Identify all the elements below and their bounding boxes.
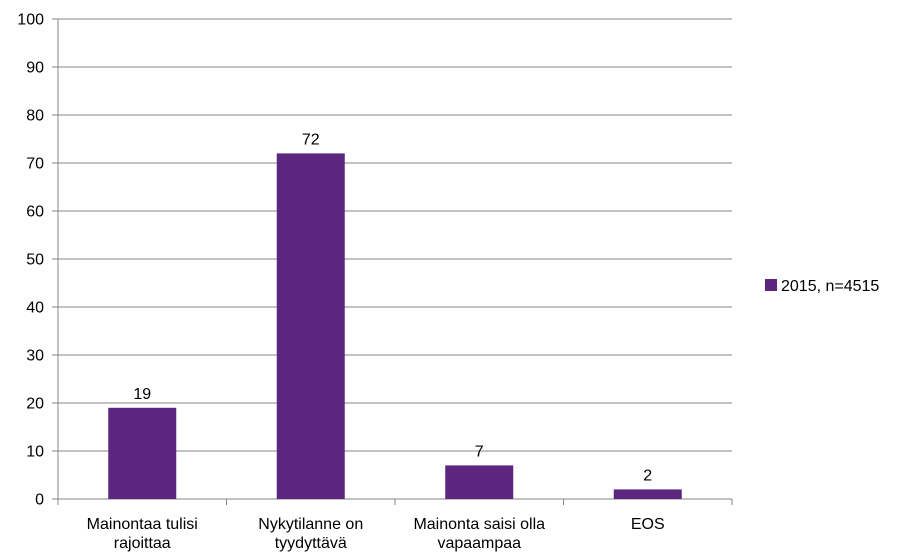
- x-category-label-line: EOS: [631, 516, 665, 533]
- bar: [108, 407, 177, 499]
- x-category-label-line: rajoittaa: [114, 535, 171, 552]
- x-category-label: Mainontaa tulisi rajoittaa: [87, 516, 198, 552]
- bar: [445, 465, 514, 499]
- y-tick-label: 0: [35, 492, 44, 509]
- bars: [108, 153, 682, 499]
- data-label: 19: [133, 386, 151, 403]
- y-tick-label: 40: [26, 300, 44, 317]
- y-tick-label: 80: [26, 108, 44, 125]
- category-labels: Mainontaa tulisi rajoittaa Nykytilanne on t…: [87, 516, 665, 552]
- legend: 2015, n=4515: [765, 278, 879, 295]
- y-tick-label: 90: [26, 60, 44, 77]
- y-tick-label: 30: [26, 348, 44, 365]
- y-tick-label: 20: [26, 396, 44, 413]
- y-axis-ticks: 0 10 20 30 40 50 60 70 80 90 100: [17, 12, 58, 509]
- x-category-label-line: Mainontaa tulisi: [87, 516, 198, 533]
- x-axis-ticks: [57, 499, 733, 505]
- y-tick-label: 100: [17, 12, 44, 29]
- y-tick-label: 10: [26, 444, 44, 461]
- x-category-label-line: Nykytilanne on: [258, 516, 363, 533]
- x-category-label: Nykytilanne on tyydyttävä: [258, 516, 363, 552]
- gridlines: [58, 18, 732, 452]
- x-category-label: EOS: [631, 516, 665, 533]
- data-label: 72: [302, 131, 320, 148]
- bar: [276, 153, 345, 499]
- data-label: 7: [475, 443, 484, 460]
- data-label: 2: [643, 467, 652, 484]
- bar: [613, 489, 682, 499]
- legend-label: 2015, n=4515: [781, 278, 879, 295]
- y-tick-label: 60: [26, 204, 44, 221]
- y-tick-label: 70: [26, 156, 44, 173]
- x-category-label: Mainonta saisi olla vapaampaa: [413, 516, 545, 552]
- x-category-label-line: tyydyttävä: [275, 535, 347, 552]
- x-category-label-line: vapaampaa: [437, 535, 521, 552]
- y-tick-label: 50: [26, 252, 44, 269]
- legend-swatch: [765, 279, 777, 291]
- x-category-label-line: Mainonta saisi olla: [413, 516, 545, 533]
